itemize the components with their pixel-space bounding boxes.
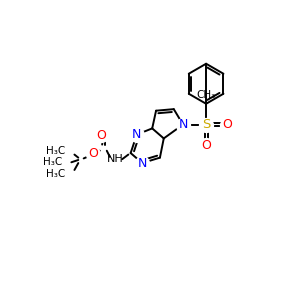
Text: S: S — [202, 118, 210, 131]
Text: N: N — [137, 157, 147, 169]
Text: CH₃: CH₃ — [196, 90, 216, 100]
Text: NH: NH — [107, 154, 124, 164]
Text: H₃C: H₃C — [46, 146, 65, 156]
Text: N: N — [178, 118, 188, 131]
Text: N: N — [132, 128, 142, 141]
Text: H₃C: H₃C — [43, 157, 62, 167]
Text: O: O — [88, 147, 98, 160]
Text: H₃C: H₃C — [46, 169, 65, 179]
Text: O: O — [222, 118, 232, 131]
Text: O: O — [201, 139, 211, 152]
Text: O: O — [97, 129, 106, 142]
